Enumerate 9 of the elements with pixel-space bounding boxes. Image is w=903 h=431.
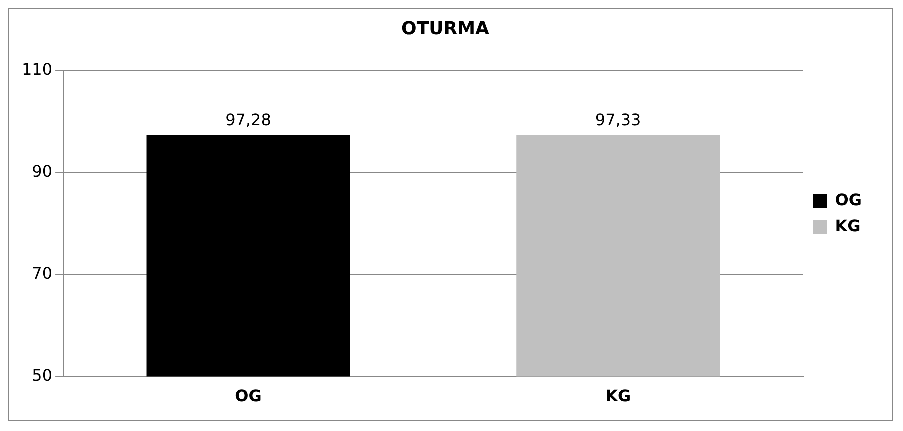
chart-title: OTURMA — [402, 18, 490, 40]
legend-label: KG — [835, 216, 861, 236]
y-tick-label: 110 — [22, 60, 53, 79]
y-tick-label: 70 — [32, 264, 53, 283]
y-tick-label: 90 — [32, 162, 53, 181]
data-label: 97,28 — [226, 110, 272, 130]
legend-label: OG — [835, 190, 862, 210]
y-tick-label: 50 — [32, 366, 53, 385]
data-label: 97,33 — [595, 110, 642, 130]
